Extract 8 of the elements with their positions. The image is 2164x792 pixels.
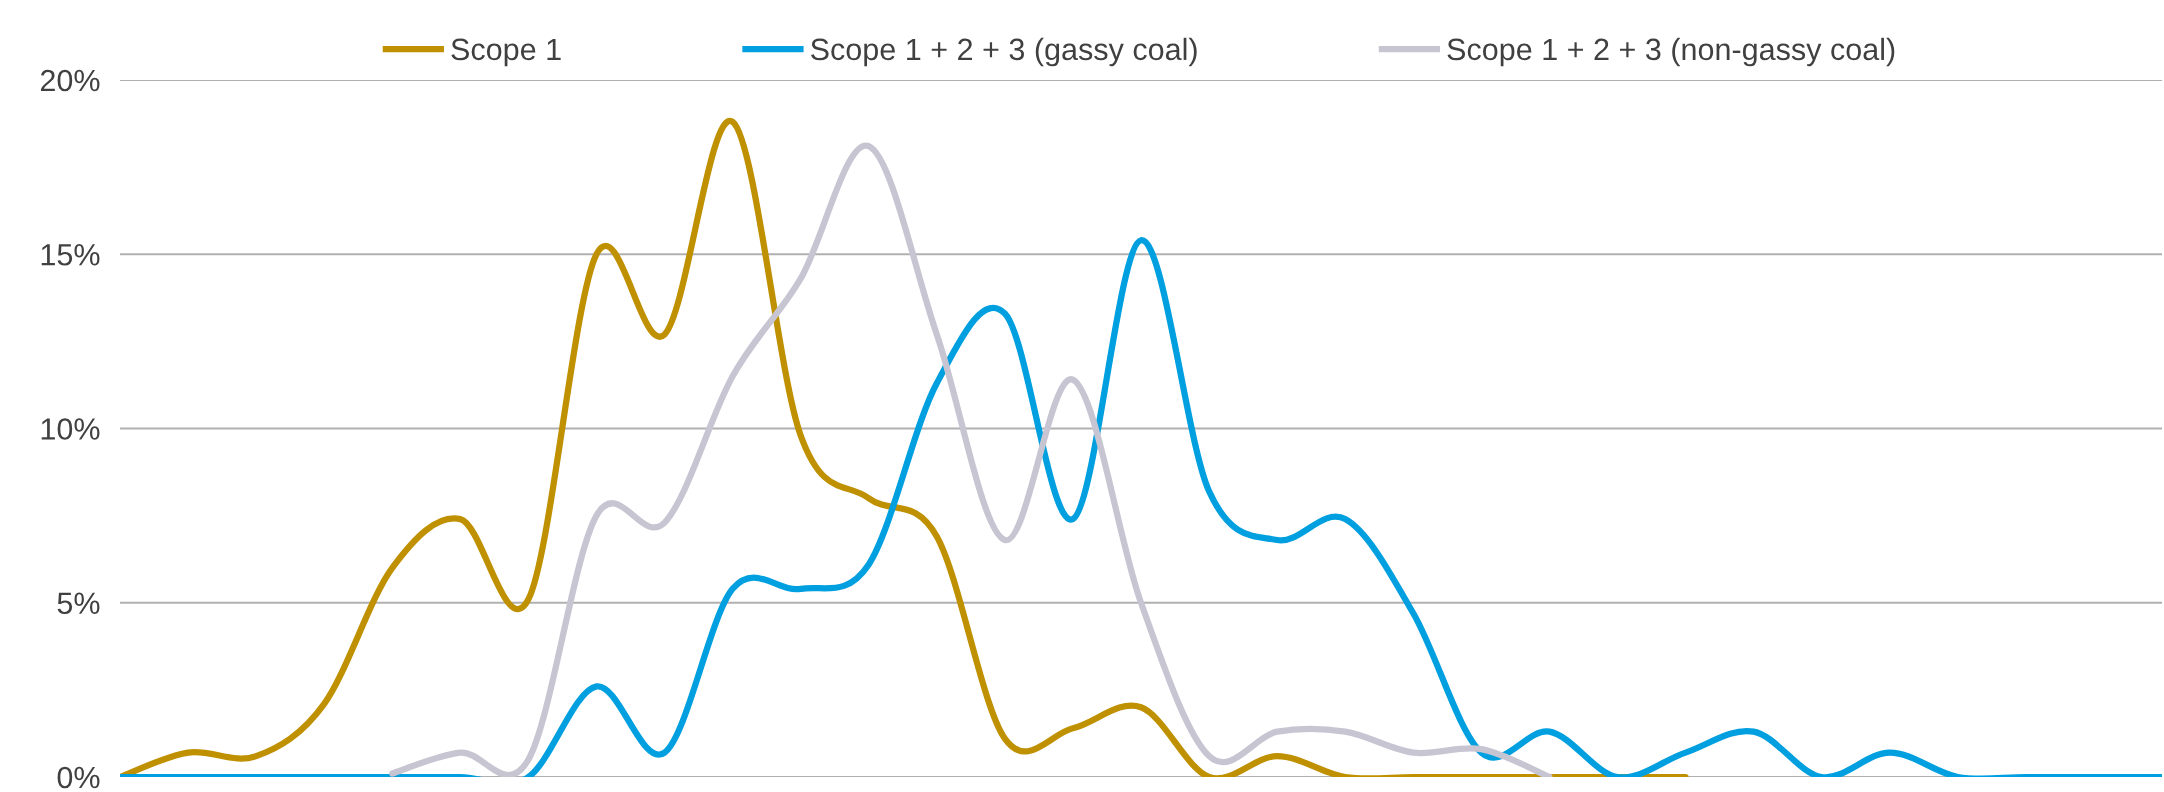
y-tick-label: 15% — [41, 244, 100, 266]
y-tick-label: 20% — [40, 69, 100, 92]
legend-label: Scope 1 — [451, 38, 561, 67]
legend-label: Scope 1 + 2 + 3 (non-gassy coal) — [1447, 37, 1895, 67]
legend-label: Scope 1 + 2 + 3 (gassy coal) — [811, 37, 1197, 67]
y-tick-label: 10% — [41, 418, 100, 440]
y-tick-label: 5% — [57, 592, 100, 615]
y-tick-label: 0% — [57, 766, 100, 789]
